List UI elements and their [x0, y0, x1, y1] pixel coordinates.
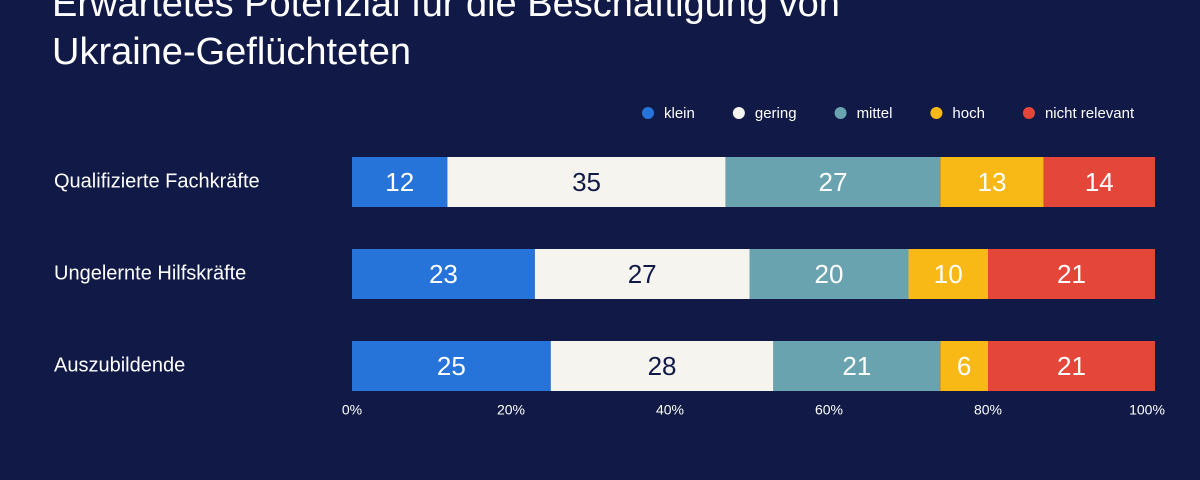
value-label: 23: [429, 259, 458, 289]
value-label: 35: [572, 167, 601, 197]
value-label: 21: [842, 351, 871, 381]
bar-segment: [550, 341, 774, 391]
x-tick-label: 20%: [497, 402, 525, 418]
legend-label: mittel: [857, 105, 893, 122]
bar-segment: [534, 249, 750, 299]
legend-swatch: [930, 107, 943, 119]
value-label: 28: [648, 351, 677, 381]
legend-label: klein: [664, 105, 695, 122]
x-tick-label: 60%: [815, 402, 843, 418]
value-label: 10: [934, 259, 963, 289]
bar-segment: [908, 249, 988, 299]
category-label: Auszubildende: [54, 354, 185, 376]
bar-segment: [988, 341, 1155, 391]
value-label: 13: [978, 167, 1007, 197]
x-tick-label: 0%: [342, 402, 362, 418]
legend-swatch: [732, 107, 745, 119]
bar-segment: [447, 157, 726, 207]
bar-segment: [940, 341, 988, 391]
category-label: Ungelernte Hilfskräfte: [54, 262, 246, 284]
legend-swatch: [834, 107, 847, 119]
bar-segment: [352, 157, 448, 207]
x-tick-label: 40%: [656, 402, 684, 418]
value-label: 21: [1057, 351, 1086, 381]
value-label: 12: [385, 167, 414, 197]
bar-segment: [352, 249, 535, 299]
value-label: 20: [815, 259, 844, 289]
chart-title: Erwartetes Potenzial für die Beschäftigu…: [52, 0, 840, 73]
bar-segment: [988, 249, 1155, 299]
legend-swatch: [642, 107, 654, 119]
x-tick-label: 80%: [974, 402, 1002, 418]
bar-segment: [940, 157, 1044, 207]
value-label: 25: [437, 351, 466, 381]
value-label: 6: [957, 351, 971, 381]
legend-label: gering: [755, 105, 797, 122]
bar-segment: [749, 249, 909, 299]
value-label: 27: [628, 259, 657, 289]
bar-segment: [725, 157, 941, 207]
bar-segment: [352, 341, 551, 391]
legend-label: nicht relevant: [1045, 105, 1135, 122]
bar-segment: [773, 341, 941, 391]
value-label: 14: [1085, 167, 1114, 197]
legend-label: hoch: [952, 105, 985, 122]
category-label: Qualifizierte Fachkräfte: [54, 170, 260, 192]
bar-segment: [1043, 157, 1155, 207]
x-tick-label: 100%: [1129, 402, 1165, 418]
legend-swatch: [1022, 107, 1035, 119]
value-label: 27: [819, 167, 848, 197]
value-label: 21: [1057, 259, 1086, 289]
